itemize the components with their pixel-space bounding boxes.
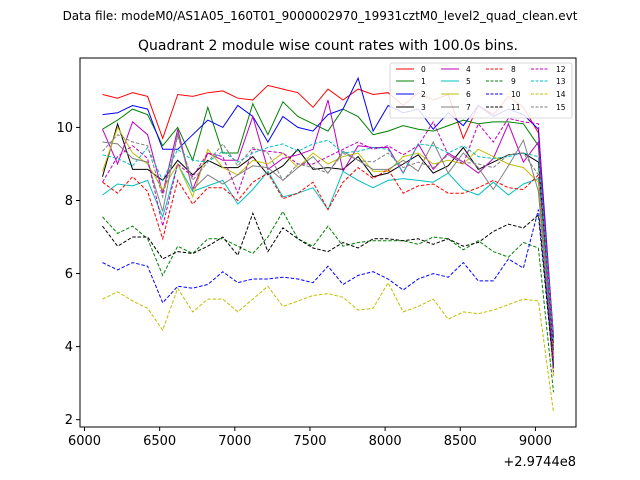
legend-label-6: 6: [466, 90, 471, 99]
x-tick-label: 6500: [143, 434, 176, 449]
y-tick-label: 10: [56, 121, 73, 136]
legend-label-7: 7: [466, 103, 471, 112]
legend-label-9: 9: [511, 77, 516, 86]
legend-label-3: 3: [421, 103, 426, 112]
x-tick-label: 8000: [369, 434, 402, 449]
y-axis-ticks: 2 4 6 8 10: [56, 121, 80, 428]
series-line-14: [102, 281, 554, 413]
series-line-3: [102, 122, 554, 351]
y-tick-label: 8: [65, 194, 73, 209]
x-tick-label: 9000: [519, 434, 552, 449]
x-tick-label: 8500: [444, 434, 477, 449]
x-tick-label: 6000: [68, 434, 101, 449]
chart-title: Quadrant 2 module wise count rates with …: [138, 38, 518, 54]
legend-frame: [389, 62, 573, 119]
legend-label-11: 11: [511, 103, 521, 112]
x-axis-ticks: 6000 6500 7000 7500 8000 8500 9000: [68, 427, 552, 449]
series-line-1: [102, 100, 554, 362]
legend-label-12: 12: [556, 65, 566, 74]
x-axis-offset-label: +2.9744e8: [503, 455, 576, 470]
legend-label-0: 0: [421, 65, 426, 74]
series-line-4: [102, 99, 554, 336]
legend-label-1: 1: [421, 77, 426, 86]
series-line-6: [102, 126, 554, 376]
series-line-10: [102, 209, 554, 365]
legend-label-4: 4: [466, 65, 471, 74]
series-line-12: [102, 117, 554, 373]
series-line-11: [102, 211, 554, 369]
legend-label-2: 2: [421, 90, 426, 99]
axes-frame: [79, 57, 577, 428]
y-tick-label: 4: [65, 340, 73, 355]
legend-label-13: 13: [556, 77, 566, 86]
series-line-9: [102, 210, 554, 393]
legend-label-8: 8: [511, 65, 516, 74]
y-tick-label: 6: [65, 267, 73, 282]
figure-suptitle: Data file: modeM0/AS1A05_160T01_90000029…: [63, 9, 578, 23]
legend-label-10: 10: [511, 90, 521, 99]
series-line-13: [102, 139, 554, 342]
series-line-8: [102, 166, 554, 358]
y-tick-label: 2: [65, 413, 73, 428]
x-tick-label: 7000: [218, 434, 251, 449]
x-tick-label: 7500: [293, 434, 326, 449]
legend-label-14: 14: [556, 90, 566, 99]
series-line-15: [102, 134, 554, 353]
legend-label-15: 15: [556, 103, 566, 112]
legend-label-5: 5: [466, 77, 471, 86]
